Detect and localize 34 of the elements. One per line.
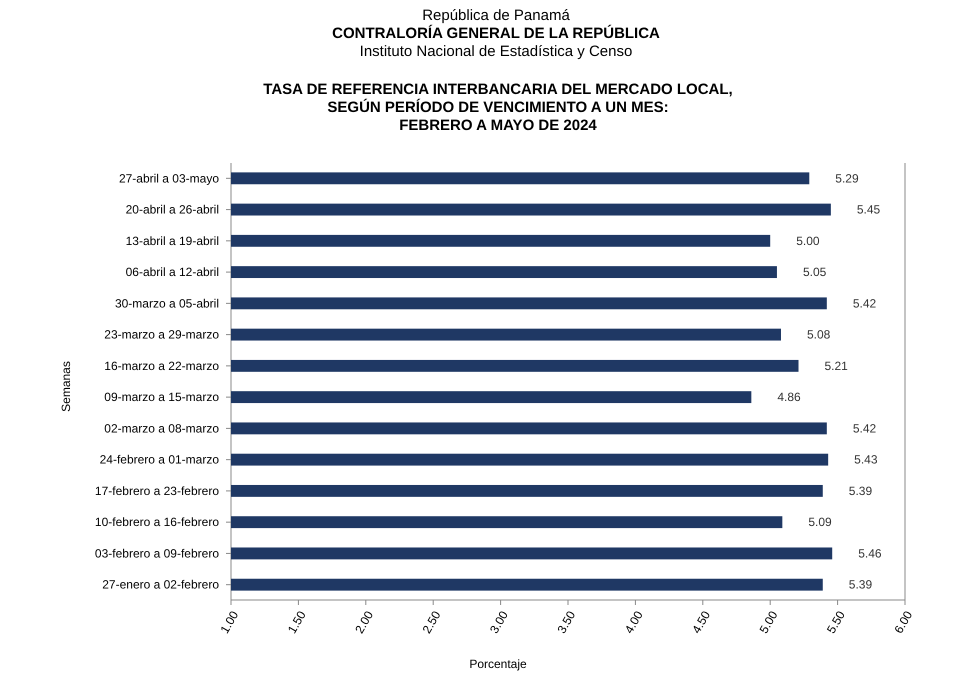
data-label: 5.43 (854, 452, 878, 467)
data-label: 5.21 (824, 358, 848, 373)
y-tick-label: 10-febrero a 16-febrero (94, 515, 220, 530)
y-axis-title: Semanas (59, 361, 73, 412)
data-label: 5.39 (848, 578, 872, 592)
data-label: 5.46 (858, 546, 882, 560)
data-label: 5.42 (852, 421, 876, 436)
y-tick-label: 02-marzo a 08-marzo (104, 421, 220, 436)
data-label: 5.42 (852, 296, 876, 310)
data-label: 4.86 (777, 390, 802, 404)
x-axis-title: Porcentaje (469, 657, 528, 671)
y-tick-label: 06-abril a 12-abril (126, 265, 219, 280)
y-tick-label: 09-marzo a 15-marzo (104, 390, 220, 404)
data-label: 5.08 (806, 328, 831, 342)
text: Instituto Nacional de Estadística y Censo (360, 43, 632, 60)
y-tick-label: 03-febrero a 09-febrero (94, 546, 220, 560)
text: República de Panamá (422, 7, 570, 24)
y-tick-label: 13-abril a 19-abril (126, 234, 219, 248)
chart-title: TASA DE REFERENCIA INTERBANCARIA DEL MERCADO LOCAL, SEGÚN PERÍODO DE VENCIMIENTO A UN MES: FEBRERO A MAYO DE 2024 (263, 81, 733, 134)
data-label: 5.39 (848, 484, 872, 498)
y-tick-label: 27-abril a 03-mayo (118, 171, 220, 186)
y-tick-label: 23-marzo a 29-marzo (104, 328, 220, 342)
y-tick-label: 20-abril a 26-abril (126, 202, 219, 217)
text: CONTRALORÍA GENERAL DE LA REPÚBLICA (332, 24, 660, 42)
data-label: 5.09 (808, 515, 832, 530)
data-label: 5.45 (856, 202, 881, 217)
y-tick-label: 24-febrero a 01-marzo (100, 452, 220, 467)
data-label: 5.00 (796, 234, 820, 248)
y-tick-label: 30-marzo a 05-abril (114, 296, 219, 310)
data-label: 5.05 (802, 265, 827, 280)
y-tick-label: 27-enero a 02-febrero (102, 578, 220, 592)
y-tick-label: 17-febrero a 23-febrero (94, 484, 220, 498)
y-tick-label: 16-marzo a 22-marzo (104, 358, 220, 373)
data-label: 5.29 (835, 171, 859, 186)
